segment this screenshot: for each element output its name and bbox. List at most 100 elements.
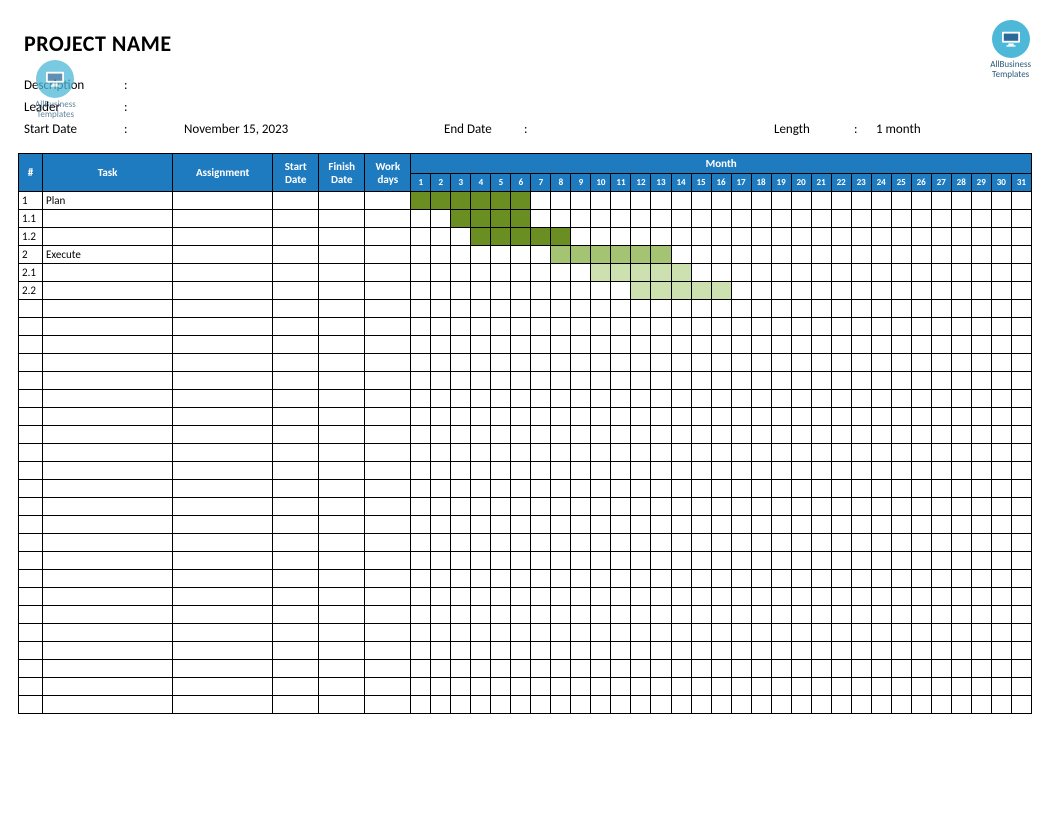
gantt-cell[interactable] (731, 606, 751, 624)
gantt-cell[interactable] (751, 354, 771, 372)
row-start-date[interactable] (273, 678, 319, 696)
gantt-cell[interactable] (1011, 390, 1031, 408)
gantt-cell[interactable] (871, 408, 891, 426)
gantt-cell[interactable] (491, 516, 511, 534)
gantt-cell[interactable] (671, 372, 691, 390)
gantt-cell[interactable] (431, 642, 451, 660)
gantt-cell[interactable] (931, 480, 951, 498)
gantt-cell[interactable] (611, 408, 631, 426)
row-assignment[interactable] (173, 444, 273, 462)
row-task[interactable] (43, 534, 173, 552)
gantt-cell[interactable] (711, 426, 731, 444)
gantt-cell[interactable] (791, 660, 811, 678)
gantt-cell[interactable] (831, 660, 851, 678)
gantt-cell[interactable] (951, 354, 971, 372)
row-start-date[interactable] (273, 624, 319, 642)
gantt-cell[interactable] (431, 336, 451, 354)
gantt-cell[interactable] (791, 390, 811, 408)
gantt-cell[interactable] (451, 336, 471, 354)
gantt-row[interactable] (19, 354, 1032, 372)
gantt-cell[interactable] (411, 570, 431, 588)
gantt-cell[interactable] (571, 210, 591, 228)
row-assignment[interactable] (173, 552, 273, 570)
gantt-cell[interactable] (791, 624, 811, 642)
gantt-cell[interactable] (971, 408, 991, 426)
gantt-cell[interactable] (631, 444, 651, 462)
gantt-cell[interactable] (1011, 660, 1031, 678)
gantt-cell[interactable] (731, 462, 751, 480)
gantt-cell[interactable] (811, 264, 831, 282)
row-task[interactable] (43, 426, 173, 444)
row-work-days[interactable] (365, 480, 411, 498)
gantt-cell[interactable] (411, 210, 431, 228)
gantt-cell[interactable] (951, 264, 971, 282)
gantt-cell[interactable] (451, 642, 471, 660)
row-start-date[interactable] (273, 444, 319, 462)
gantt-cell[interactable] (711, 318, 731, 336)
gantt-cell[interactable] (811, 228, 831, 246)
gantt-cell[interactable] (991, 390, 1011, 408)
row-task[interactable] (43, 210, 173, 228)
gantt-cell[interactable] (891, 210, 911, 228)
gantt-cell[interactable] (911, 264, 931, 282)
row-work-days[interactable] (365, 462, 411, 480)
gantt-cell[interactable] (891, 354, 911, 372)
gantt-cell[interactable] (911, 624, 931, 642)
gantt-cell[interactable] (851, 462, 871, 480)
gantt-cell[interactable] (431, 678, 451, 696)
gantt-cell[interactable] (791, 300, 811, 318)
gantt-cell[interactable] (891, 498, 911, 516)
gantt-row[interactable] (19, 444, 1032, 462)
gantt-cell[interactable] (1011, 516, 1031, 534)
gantt-cell[interactable] (871, 462, 891, 480)
gantt-cell[interactable] (431, 318, 451, 336)
row-num[interactable] (19, 642, 43, 660)
row-task[interactable] (43, 228, 173, 246)
gantt-cell[interactable] (891, 678, 911, 696)
gantt-cell[interactable] (731, 570, 751, 588)
row-task[interactable] (43, 336, 173, 354)
gantt-cell[interactable] (951, 534, 971, 552)
gantt-cell[interactable] (691, 426, 711, 444)
gantt-cell[interactable] (771, 408, 791, 426)
gantt-cell[interactable] (971, 444, 991, 462)
gantt-cell[interactable] (951, 462, 971, 480)
gantt-cell[interactable] (651, 516, 671, 534)
gantt-cell[interactable] (651, 426, 671, 444)
gantt-cell[interactable] (931, 462, 951, 480)
gantt-cell[interactable] (871, 282, 891, 300)
gantt-cell[interactable] (851, 282, 871, 300)
row-assignment[interactable] (173, 570, 273, 588)
gantt-cell[interactable] (551, 390, 571, 408)
gantt-cell[interactable] (491, 408, 511, 426)
gantt-cell[interactable] (611, 624, 631, 642)
gantt-cell[interactable] (831, 390, 851, 408)
gantt-cell[interactable] (611, 606, 631, 624)
row-finish-date[interactable] (319, 660, 365, 678)
row-task[interactable] (43, 552, 173, 570)
gantt-cell[interactable] (711, 660, 731, 678)
gantt-cell[interactable] (571, 552, 591, 570)
gantt-cell[interactable] (751, 534, 771, 552)
gantt-cell[interactable] (671, 534, 691, 552)
row-num[interactable] (19, 300, 43, 318)
gantt-cell[interactable] (791, 606, 811, 624)
gantt-cell[interactable] (711, 516, 731, 534)
gantt-cell[interactable] (451, 426, 471, 444)
gantt-cell[interactable] (491, 588, 511, 606)
row-num[interactable]: 2 (19, 246, 43, 264)
row-num[interactable] (19, 552, 43, 570)
gantt-cell[interactable] (611, 480, 631, 498)
gantt-cell[interactable] (1011, 282, 1031, 300)
gantt-cell[interactable] (851, 390, 871, 408)
gantt-cell[interactable] (551, 642, 571, 660)
gantt-cell[interactable] (831, 228, 851, 246)
row-num[interactable] (19, 426, 43, 444)
gantt-cell[interactable] (731, 624, 751, 642)
gantt-cell[interactable] (511, 678, 531, 696)
gantt-cell[interactable] (891, 606, 911, 624)
gantt-cell[interactable] (411, 696, 431, 714)
gantt-cell[interactable] (951, 246, 971, 264)
gantt-cell[interactable] (551, 678, 571, 696)
gantt-cell[interactable] (711, 696, 731, 714)
